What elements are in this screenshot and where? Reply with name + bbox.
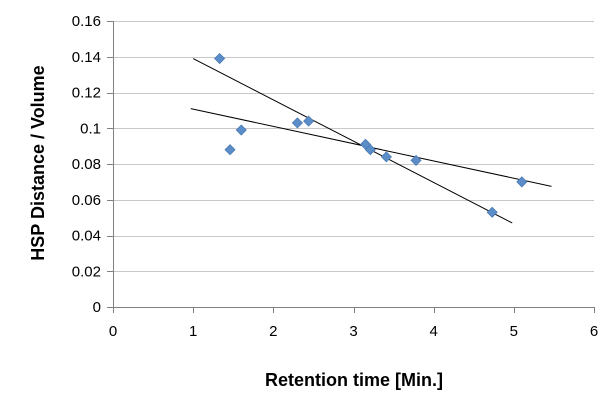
trendline [192, 58, 513, 224]
data-points [214, 52, 528, 218]
data-point [291, 117, 303, 129]
y-tick-label: 0.14 [72, 49, 101, 66]
data-point [224, 144, 236, 156]
x-tick-label: 4 [429, 323, 437, 340]
x-tick-label: 2 [269, 323, 277, 340]
y-tick-label: 0.02 [72, 263, 101, 280]
data-point [380, 151, 392, 163]
y-tick-label: 0.04 [72, 228, 101, 245]
y-tick-label: 0.1 [80, 120, 101, 137]
y-tick-label: 0.12 [72, 85, 101, 102]
y-tick-label: 0.06 [72, 192, 101, 209]
data-point [486, 206, 498, 218]
data-point [235, 124, 247, 136]
axes [107, 21, 595, 313]
grid [113, 21, 594, 272]
data-point [303, 115, 315, 127]
data-point [516, 176, 528, 188]
y-axis-title: HSP Distance / Volume [28, 65, 48, 260]
data-point [214, 52, 226, 65]
y-tick-label: 0.08 [72, 156, 101, 173]
data-point [410, 154, 422, 166]
data-point [364, 144, 376, 156]
x-tick-label: 1 [189, 323, 197, 340]
y-tick-label: 0.16 [72, 13, 101, 30]
x-tick-label: 6 [590, 323, 598, 340]
x-tick-label: 3 [349, 323, 357, 340]
trendlines [190, 58, 552, 224]
tick-labels: 0 0.02 0.04 0.06 0.08 0.1 0.12 0.14 0.16 0 1 2 3 4 5 6 [72, 13, 598, 340]
x-axis-title: Retention time [Min.] [265, 370, 443, 390]
x-tick-label: 5 [510, 323, 518, 340]
x-tick-label: 0 [109, 323, 117, 340]
y-tick-label: 0 [93, 299, 101, 316]
